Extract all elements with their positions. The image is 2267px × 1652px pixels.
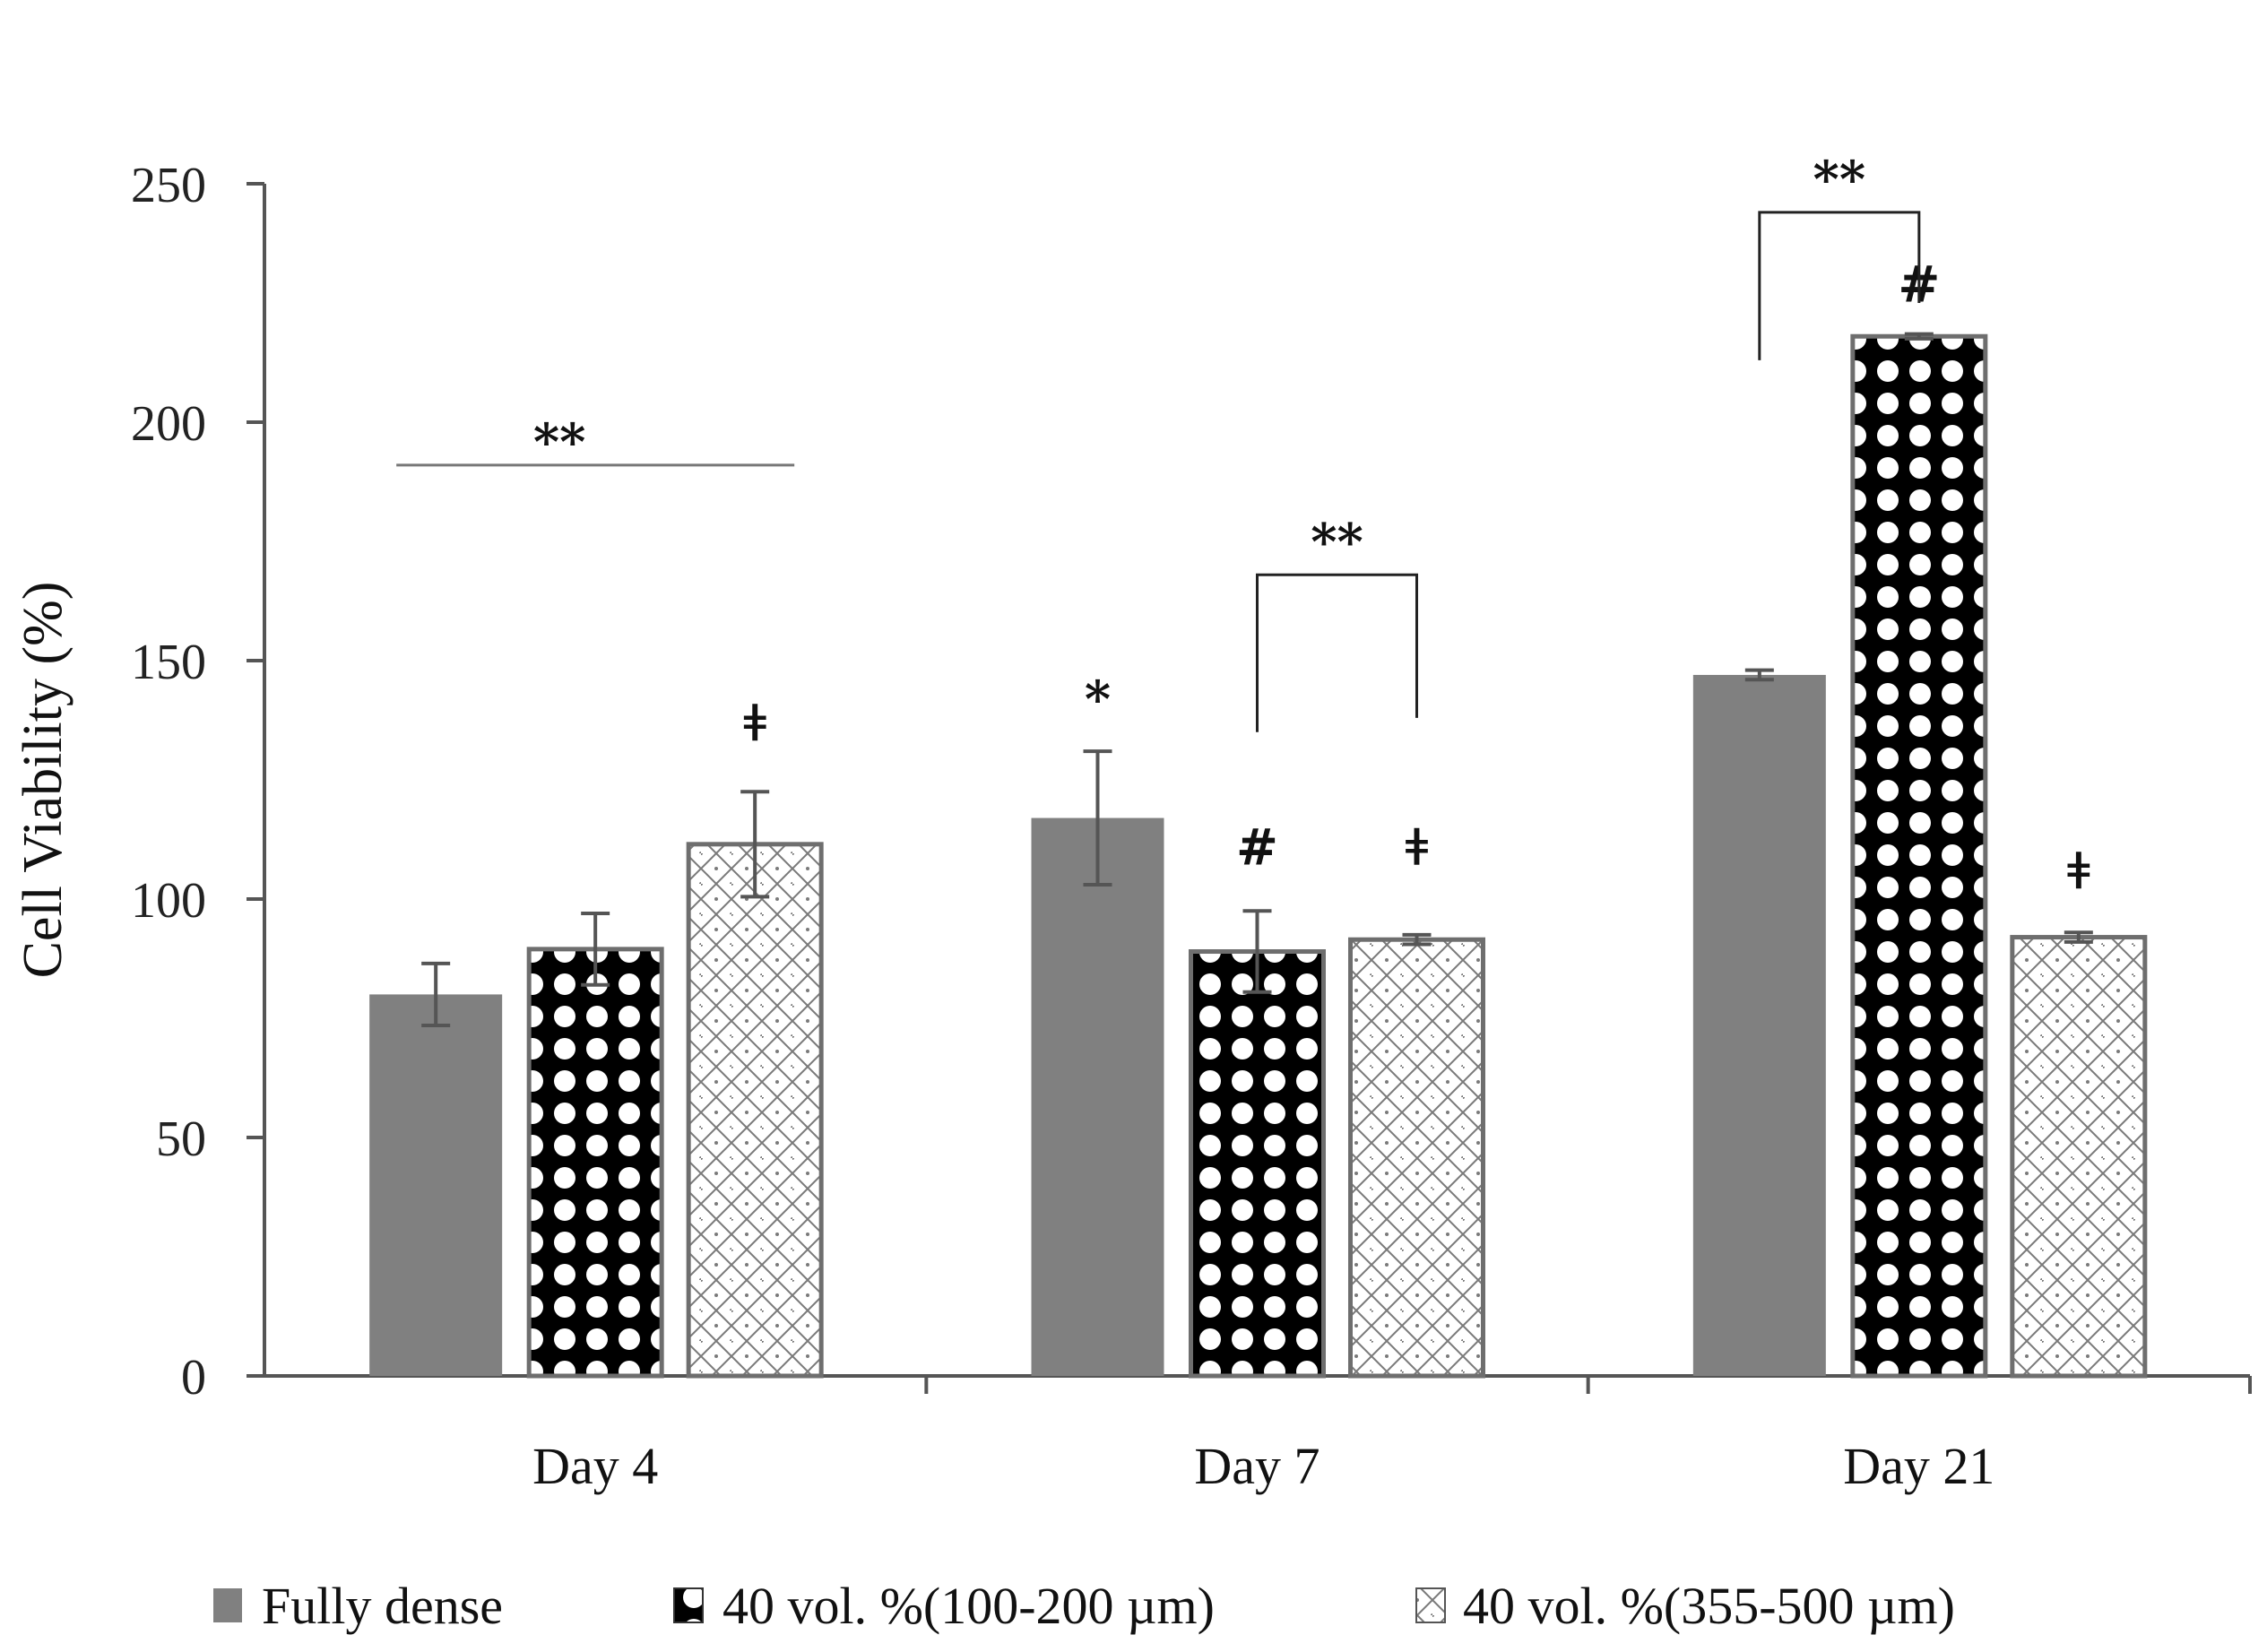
legend-label-40-vol-355-500: 40 vol. %(355-500 µm) [1463,1577,1955,1635]
error-bars [421,332,2093,1027]
legend-item-40-vol-355-500: 40 vol. %(355-500 µm) [1415,1577,1955,1635]
bar-fully-dense-day-4 [369,994,503,1376]
x-category-label: Day 7 [1194,1437,1320,1495]
error-bar [581,911,610,987]
error-bar [421,961,451,1027]
error-bar [1904,332,1934,341]
bar-40-vol-100-200-m--day-21 [1850,333,1988,1379]
significance-annotations: **ǂ *# ǂ**#ǂ** [396,151,2090,901]
y-tick-label: 100 [131,873,206,929]
bars [369,333,2148,1379]
error-bar [1744,668,1774,682]
bar-40-vol-355-500-m--day-21 [2010,935,2148,1379]
bar-40-vol-100-200-m--day-7 [1189,949,1326,1379]
y-tick-label: 50 [156,1111,206,1167]
significance-marker: ǂ [2067,842,2090,901]
legend-item-fully-dense: Fully dense [213,1577,503,1635]
legend-swatch-40-vol-355-500 [1415,1587,1446,1623]
y-tick-label: 200 [131,396,206,452]
significance-label: ** [1311,513,1363,572]
significance-marker: * [1085,670,1111,730]
legend-label-fully-dense: Fully dense [262,1577,503,1635]
legend-swatch-40-vol-100-200 [673,1587,704,1623]
legend-item-40-vol-100-200: 40 vol. %(100-200 µm) [673,1577,1215,1635]
bar-fully-dense-day-21 [1692,674,1826,1376]
significance-marker: ǂ [1406,817,1429,877]
y-tick-label: 250 [131,158,206,213]
bar-40-vol-355-500-m--day-4 [686,842,824,1379]
legend-label-40-vol-100-200: 40 vol. %(100-200 µm) [722,1577,1215,1635]
error-bar [1083,749,1112,887]
significance-label: ** [533,412,586,471]
y-tick-label: 150 [131,635,206,690]
significance-bracket [1256,573,1418,732]
error-bar [1242,909,1272,994]
error-bar [740,790,770,899]
error-bar [1402,932,1432,947]
bar-40-vol-355-500-m--day-7 [1348,937,1485,1379]
significance-label: ** [1813,151,1866,210]
bar-fully-dense-day-7 [1031,817,1164,1376]
x-category-label: Day 4 [532,1437,658,1495]
error-bar [2064,930,2093,944]
x-category-labels: Day 4 Day 7 Day 21 [532,1376,2252,1495]
y-tick-label: 0 [181,1350,206,1405]
bar-40-vol-100-200-m--day-4 [526,947,664,1379]
significance-marker: # [1236,817,1278,877]
legend: Fully dense 40 vol. %(100-200 µm) 40 vol… [213,1577,1955,1635]
y-axis-title: Cell Viability (%) [13,582,74,979]
y-ticks: 0 50 100 150 200 250 [131,158,264,1405]
x-category-label: Day 21 [1843,1437,1994,1495]
significance-marker: ǂ [743,694,766,753]
legend-swatch-fully-dense [213,1588,242,1622]
significance-bracket [1758,211,1921,360]
